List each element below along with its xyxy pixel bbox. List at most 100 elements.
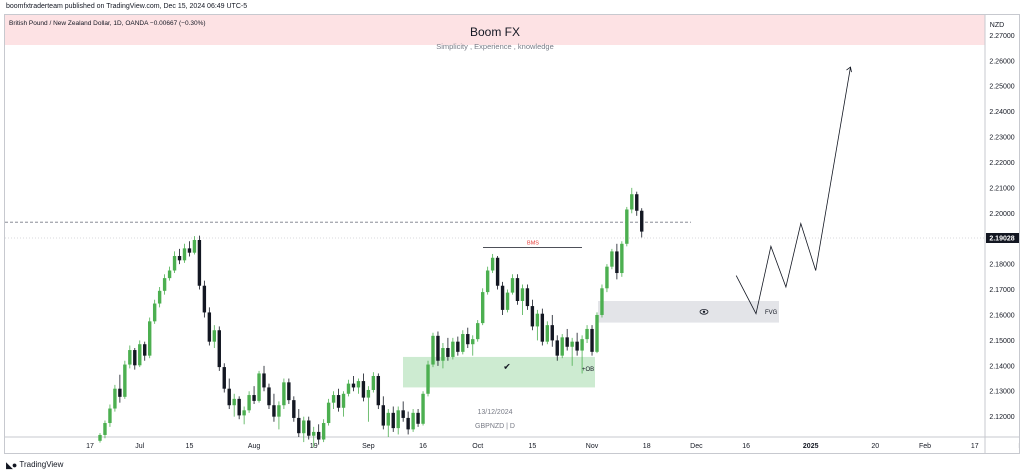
candle-body: [371, 375, 376, 390]
candle-body: [530, 306, 535, 327]
candle-body: [143, 344, 147, 356]
y-tick-label: 2.12000: [989, 414, 1014, 421]
candle-body: [446, 348, 450, 357]
candle-body: [545, 325, 549, 342]
candle-body: [212, 330, 217, 342]
candle-body: [590, 328, 594, 352]
chart-frame: [4, 14, 1020, 454]
x-axis[interactable]: 17 Jul 15 Aug 19 Sep 16 Oct 15 Nov 18 Dec 16 2025 20 Fe…: [86, 443, 1019, 450]
candle-body: [366, 389, 371, 398]
candle-body: [242, 410, 246, 416]
x-tick-label: Nov: [586, 443, 599, 450]
candle-body: [510, 278, 515, 293]
candle-body: [555, 340, 559, 356]
projection-path: [735, 67, 851, 315]
y-tick-label: 2.27000: [989, 33, 1014, 40]
fvg-label: FVG: [765, 310, 778, 316]
candle-body: [192, 239, 197, 253]
ob-label: +OB: [582, 367, 594, 373]
candle-body: [640, 210, 644, 232]
x-tick-label: 15: [186, 443, 194, 450]
x-tick-label: Oct: [472, 443, 483, 450]
x-tick-label: 18: [643, 443, 651, 450]
y-tick-label: 2.15000: [989, 338, 1014, 345]
y-tick-label: 2.13000: [989, 389, 1014, 396]
candle-body: [316, 431, 321, 440]
candle-body: [585, 328, 589, 340]
x-tick-label: 17: [86, 443, 94, 450]
candle-body: [197, 239, 202, 286]
candle-body: [148, 321, 152, 356]
candle-body: [287, 382, 291, 401]
candles: [98, 187, 644, 448]
candle-body: [560, 337, 564, 356]
y-tick-label: 2.25000: [989, 84, 1014, 91]
footer[interactable]: ◣● TradingView: [6, 458, 63, 472]
candle-body: [490, 257, 495, 271]
candle-body: [237, 398, 241, 416]
candle-body: [297, 417, 301, 434]
check-icon: ✔: [503, 362, 511, 372]
candle-body: [505, 292, 510, 310]
candle-body: [222, 367, 226, 389]
candle-body: [331, 395, 336, 403]
candle-body: [610, 251, 614, 267]
candle-body: [312, 431, 316, 436]
x-tick-label: 2025: [803, 443, 819, 450]
candle-body: [570, 341, 574, 347]
candle-body: [515, 278, 520, 301]
candle-body: [456, 341, 460, 352]
candle-body: [336, 395, 341, 408]
candle-body: [257, 373, 261, 401]
x-tick-label: 16: [742, 443, 750, 450]
candle-body: [133, 350, 137, 366]
candle-body: [282, 382, 286, 406]
candle-body: [113, 388, 117, 409]
candle-body: [217, 330, 221, 368]
candle-body: [575, 341, 579, 351]
candle-body: [416, 412, 420, 424]
candle-body: [326, 402, 331, 424]
candle-body: [461, 334, 465, 352]
y-tick-label: 2.26000: [989, 58, 1014, 65]
candle-body: [292, 400, 296, 418]
candle-body: [262, 373, 266, 388]
x-tick-label: Sep: [362, 443, 375, 450]
candle-body: [232, 398, 236, 406]
candle-body: [595, 314, 599, 352]
candle-body: [351, 383, 356, 388]
candle-body: [162, 278, 167, 291]
y-tick-label: 2.14000: [989, 363, 1014, 370]
candle-body: [436, 335, 440, 361]
candle-body: [187, 248, 192, 253]
y-tick-label: 2.21000: [989, 185, 1014, 192]
x-tick-label: Mar: [1018, 443, 1019, 450]
candle-body: [625, 209, 629, 244]
eye-icon: [699, 308, 709, 315]
candle-body: [565, 337, 569, 347]
y-tick-label: 2.24000: [989, 109, 1014, 116]
candle-body: [227, 388, 231, 406]
y-tick-label: 2.18000: [989, 262, 1014, 269]
footer-brand: TradingView: [19, 460, 64, 469]
projection-arrowhead: [846, 66, 852, 73]
candle-body: [128, 350, 132, 365]
y-tick-label: 2.22000: [989, 160, 1014, 167]
candle-body: [167, 270, 172, 279]
x-tick-label: Feb: [919, 443, 931, 450]
candle-body: [346, 383, 351, 394]
x-tick-label: 15: [528, 443, 536, 450]
candle-body: [152, 303, 157, 322]
candle-body: [157, 290, 162, 304]
last-price-label: 2.19028: [989, 235, 1014, 242]
price-chart[interactable]: British Pound / New Zealand Dollar, 1D, …: [5, 15, 1019, 453]
candle-body: [620, 243, 624, 274]
x-tick-label: 16: [419, 443, 427, 450]
x-tick-label: 20: [871, 443, 879, 450]
candle-body: [177, 255, 182, 261]
candle-body: [182, 248, 187, 261]
candle-body: [247, 395, 251, 411]
candle-body: [471, 339, 475, 345]
candle-body: [277, 405, 281, 417]
last-price-badge: [986, 232, 1019, 243]
